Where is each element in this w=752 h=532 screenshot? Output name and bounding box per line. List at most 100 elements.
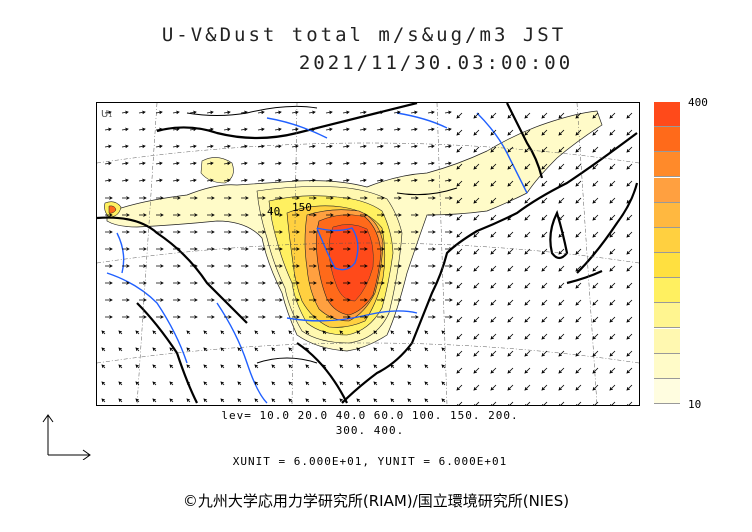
wind-arrow — [507, 367, 514, 374]
wind-arrow — [105, 315, 113, 319]
wind-arrow — [223, 127, 231, 132]
wind-arrow — [411, 213, 419, 217]
wind-arrow — [138, 161, 146, 166]
wind-arrow — [343, 298, 351, 302]
wind-arrow — [394, 196, 402, 200]
wind-arrow — [258, 213, 266, 217]
wind-arrow — [101, 364, 106, 369]
wind-arrow — [592, 333, 599, 340]
wind-arrow — [490, 163, 497, 170]
wind-arrow — [258, 315, 266, 319]
wind-arrow — [288, 364, 293, 369]
wind-arrow — [288, 381, 293, 386]
wind-arrow — [275, 315, 283, 319]
wind-arrow — [339, 398, 344, 403]
wind-arrow — [237, 398, 242, 403]
wind-arrow — [524, 316, 531, 323]
wind-arrow — [240, 178, 248, 183]
colorbar-min-label: 10 — [688, 398, 702, 411]
colorbar-max-label: 400 — [688, 96, 708, 109]
wind-arrow — [473, 231, 480, 238]
wind-arrow — [593, 401, 599, 405]
wind-arrow — [445, 281, 453, 285]
wind-arrow — [257, 127, 265, 132]
colorbar-swatch — [654, 278, 680, 304]
wind-arrow — [428, 264, 436, 268]
wind-arrow — [254, 330, 259, 335]
wind-arrow — [189, 127, 197, 132]
wind-arrow — [122, 264, 130, 268]
wind-arrow — [393, 178, 401, 183]
wind-arrow — [207, 315, 215, 319]
wind-arrow — [139, 247, 147, 251]
wind-arrow — [309, 213, 317, 217]
wind-arrow — [342, 127, 350, 132]
wind-arrow — [101, 398, 106, 403]
wind-arrow — [186, 364, 191, 369]
wind-arrow — [609, 248, 616, 255]
wind-arrow — [558, 231, 565, 238]
wind-arrow — [456, 248, 463, 255]
wind-arrow — [626, 214, 633, 221]
wind-arrow — [254, 347, 259, 352]
wind-arrow — [356, 347, 361, 352]
wind-arrow — [558, 214, 565, 221]
wind-arrow — [186, 398, 191, 403]
wind-arrow — [173, 196, 181, 200]
wind-arrow — [288, 330, 293, 335]
wind-arrow — [575, 282, 582, 289]
wind-arrow — [376, 161, 384, 166]
wind-arrow — [490, 180, 497, 187]
wind-arrow — [271, 364, 276, 369]
wind-arrow — [473, 299, 480, 306]
wind-arrow — [428, 213, 436, 217]
wind-arrow — [254, 398, 259, 403]
wind-arrow — [206, 127, 214, 132]
wind-arrow — [240, 110, 248, 115]
wind-arrow — [152, 330, 157, 335]
wind-arrow — [373, 347, 378, 352]
wind-arrow — [558, 350, 565, 357]
wind-arrow — [507, 112, 514, 119]
wind-arrow — [592, 129, 599, 136]
wind-arrow — [309, 315, 317, 319]
wind-arrow — [524, 384, 531, 391]
wind-arrow — [456, 231, 463, 238]
colorbar-swatch — [654, 152, 680, 178]
contour-levels-line2: 300. 400. — [335, 424, 405, 437]
wind-arrow — [507, 248, 514, 255]
wind-arrow — [393, 161, 401, 166]
wind-arrow — [592, 112, 599, 119]
wind-arrow — [305, 398, 310, 403]
wind-arrow — [411, 264, 419, 268]
wind-arrow — [135, 347, 140, 352]
wind-arrow — [224, 196, 232, 200]
wind-arrow — [407, 381, 412, 386]
wind-arrow — [156, 264, 164, 268]
colorbar-swatch — [654, 303, 680, 329]
wind-arrow — [241, 264, 249, 268]
wind-arrow — [592, 350, 599, 357]
wind-arrow — [592, 299, 599, 306]
contour-levels-line1: lev= 10.0 20.0 40.0 60.0 100. 150. 200. — [221, 409, 519, 422]
wind-arrow — [292, 298, 300, 302]
wind-arrow — [626, 367, 633, 374]
wind-arrow — [343, 247, 351, 251]
wind-arrow — [240, 127, 248, 132]
wind-arrow — [456, 299, 463, 306]
wind-arrow — [190, 298, 198, 302]
wind-arrow — [292, 315, 300, 319]
wind-arrow — [220, 347, 225, 352]
wind-arrow — [309, 281, 317, 285]
wind-arrow — [258, 281, 266, 285]
wind-arrow — [626, 333, 633, 340]
wind-arrow — [169, 398, 174, 403]
wind-arrow — [291, 144, 299, 149]
wind-arrow — [291, 161, 299, 166]
wind-arrow — [189, 110, 197, 115]
wind-arrow — [122, 315, 130, 319]
wind-arrow — [376, 178, 384, 183]
wind-arrow — [258, 230, 266, 234]
wind-arrow — [390, 381, 395, 386]
wind-arrow — [135, 398, 140, 403]
